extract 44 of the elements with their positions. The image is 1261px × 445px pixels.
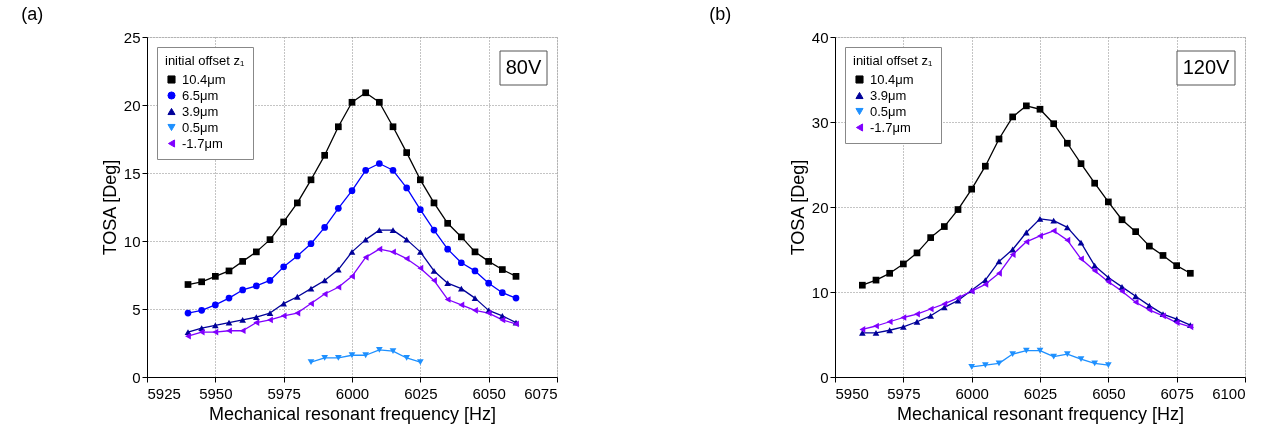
x-tick-label: 6050: [472, 384, 506, 402]
x-tick-label: 5975: [267, 384, 301, 402]
y-tick-label: 20: [123, 96, 141, 114]
chart-title: (b): [709, 4, 732, 24]
legend-label: 6.5μm: [182, 87, 219, 103]
x-axis-title: Mechanical resonant frequency [Hz]: [896, 403, 1185, 424]
chart-title: (a): [21, 4, 44, 24]
legend-label: 3.9μm: [182, 103, 219, 119]
y-tick-label: 10: [811, 283, 829, 301]
y-axis-title: TOSA [Deg]: [787, 159, 808, 256]
x-tick-label: 6050: [1092, 384, 1126, 402]
legend-label: 10.4μm: [870, 71, 914, 87]
y-tick-label: 20: [811, 198, 829, 216]
legend-label: -1.7μm: [182, 135, 223, 151]
y-tick-label: 15: [123, 164, 141, 182]
x-axis-title: Mechanical resonant frequency [Hz]: [208, 403, 497, 424]
x-tick-label: 6025: [404, 384, 438, 402]
annotation: 120V: [1182, 56, 1231, 78]
y-tick-label: 40: [811, 28, 829, 46]
x-tick-label: 6000: [955, 384, 989, 402]
x-tick-label: 5925: [147, 384, 181, 402]
x-tick-label: 5975: [887, 384, 921, 402]
x-tick-label: 6025: [1023, 384, 1058, 402]
legend-label: 0.5μm: [870, 103, 907, 119]
y-tick-label: 10: [123, 232, 141, 250]
legend-label: 10.4μm: [182, 71, 226, 87]
x-tick-label: 6000: [335, 384, 370, 402]
legend-title: initial offset z₁: [165, 53, 245, 68]
legend-label: 3.9μm: [870, 87, 907, 103]
x-tick-label: 6075: [1160, 384, 1194, 402]
legend-title: initial offset z₁: [853, 53, 933, 68]
legend-label: -1.7μm: [870, 119, 911, 135]
x-tick-label: 6075: [524, 384, 558, 402]
y-axis-title: TOSA [Deg]: [99, 159, 120, 256]
y-tick-label: 25: [123, 28, 141, 46]
y-tick-label: 30: [811, 113, 829, 131]
x-tick-label: 5950: [199, 384, 233, 402]
x-tick-label: 5950: [835, 384, 869, 402]
y-tick-label: 0: [820, 368, 829, 386]
y-tick-label: 0: [132, 368, 141, 386]
annotation: 80V: [505, 56, 542, 78]
x-tick-label: 6100: [1212, 384, 1246, 402]
legend-label: 0.5μm: [182, 119, 219, 135]
y-tick-label: 5: [132, 300, 141, 318]
